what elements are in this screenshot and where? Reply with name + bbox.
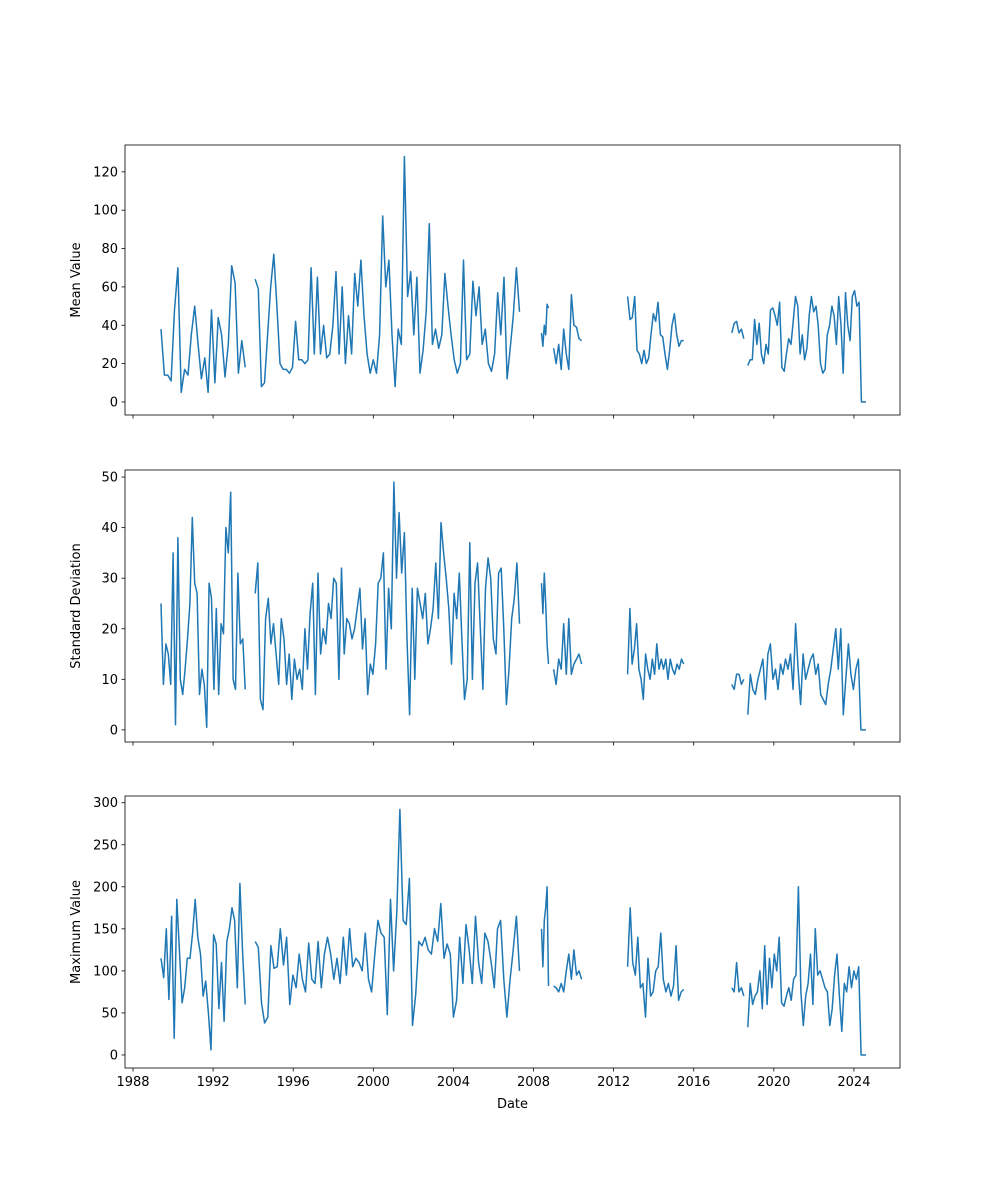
- series-line-segment: [160, 882, 246, 1051]
- y-tick-label: 100: [93, 964, 118, 979]
- series-line-segment: [731, 961, 745, 997]
- axes-frame: [124, 795, 901, 1069]
- series-line-segment: [552, 293, 583, 371]
- series-line-segment: [552, 617, 583, 686]
- series-line-segment: [254, 808, 521, 1027]
- y-tick-label: 60: [101, 280, 118, 295]
- series-line-segment: [254, 155, 521, 388]
- y-tick-label: 300: [93, 796, 118, 811]
- series-line-segment: [626, 295, 684, 371]
- series-line-segment: [540, 572, 550, 665]
- x-tick-label: 2012: [597, 1075, 630, 1090]
- y-tick-label: 40: [101, 521, 118, 536]
- x-tick-label: 1996: [277, 1075, 310, 1090]
- series-line-segment: [160, 265, 246, 394]
- x-tick-label: 1992: [197, 1075, 230, 1090]
- series-line-segment: [731, 320, 745, 339]
- y-tick-label: 50: [101, 471, 118, 486]
- subplot-1: 0 20 40 60 80 100 120 Mean Value: [69, 144, 901, 419]
- y-tick-label: 0: [110, 723, 118, 738]
- axes-frame: [124, 144, 901, 416]
- axes-frame: [124, 469, 901, 743]
- series-line-segment: [731, 673, 745, 691]
- y-tick-label: 40: [101, 319, 118, 334]
- x-tick-label: 2024: [837, 1075, 870, 1090]
- x-tick-label: 2020: [757, 1075, 790, 1090]
- x-tick-label: 2000: [357, 1075, 390, 1090]
- y-tick-label: 20: [101, 622, 118, 637]
- series-line-segment: [254, 481, 521, 716]
- subplot-2: 0 10 20 30 40 50 Standard Deviation: [69, 469, 901, 746]
- series-line-segment: [626, 907, 685, 1018]
- series-line-segment: [160, 491, 246, 729]
- y-tick-label: 30: [101, 572, 118, 587]
- series-line-segment: [540, 886, 550, 987]
- x-tick-label: 1988: [116, 1075, 149, 1090]
- y-tick-label: 120: [93, 165, 118, 180]
- subplot-3: 0 50 100 150 200 250 300 1988 1992 1996 2000 2004 20…: [69, 795, 901, 1112]
- x-tick-label: 2008: [517, 1075, 550, 1090]
- series-line-segment: [747, 289, 866, 403]
- y-tick-label: 10: [101, 673, 118, 688]
- y-tick-label: 0: [110, 395, 118, 410]
- series-line-segment: [626, 607, 685, 701]
- y-tick-label: 150: [93, 922, 118, 937]
- x-tick-label: 2004: [437, 1075, 470, 1090]
- series-line-segment: [747, 622, 866, 731]
- y-tick-label: 20: [101, 357, 118, 372]
- y-tick-label: 50: [101, 1006, 118, 1021]
- y-tick-label: 200: [93, 880, 118, 895]
- y-tick-label: 80: [101, 242, 118, 257]
- x-axis-label: Date: [497, 1097, 528, 1112]
- y-tick-label: 100: [93, 204, 118, 219]
- x-tick-label: 2016: [677, 1075, 710, 1090]
- y-axis-label: Maximum Value: [69, 880, 84, 984]
- series-line-segment: [553, 949, 583, 993]
- y-tick-label: 250: [93, 838, 118, 853]
- y-tick-label: 0: [110, 1048, 118, 1063]
- y-axis-label: Standard Deviation: [69, 543, 84, 668]
- y-axis-label: Mean Value: [69, 242, 84, 317]
- series-line-segment: [540, 303, 550, 348]
- series-line-segment: [747, 886, 866, 1056]
